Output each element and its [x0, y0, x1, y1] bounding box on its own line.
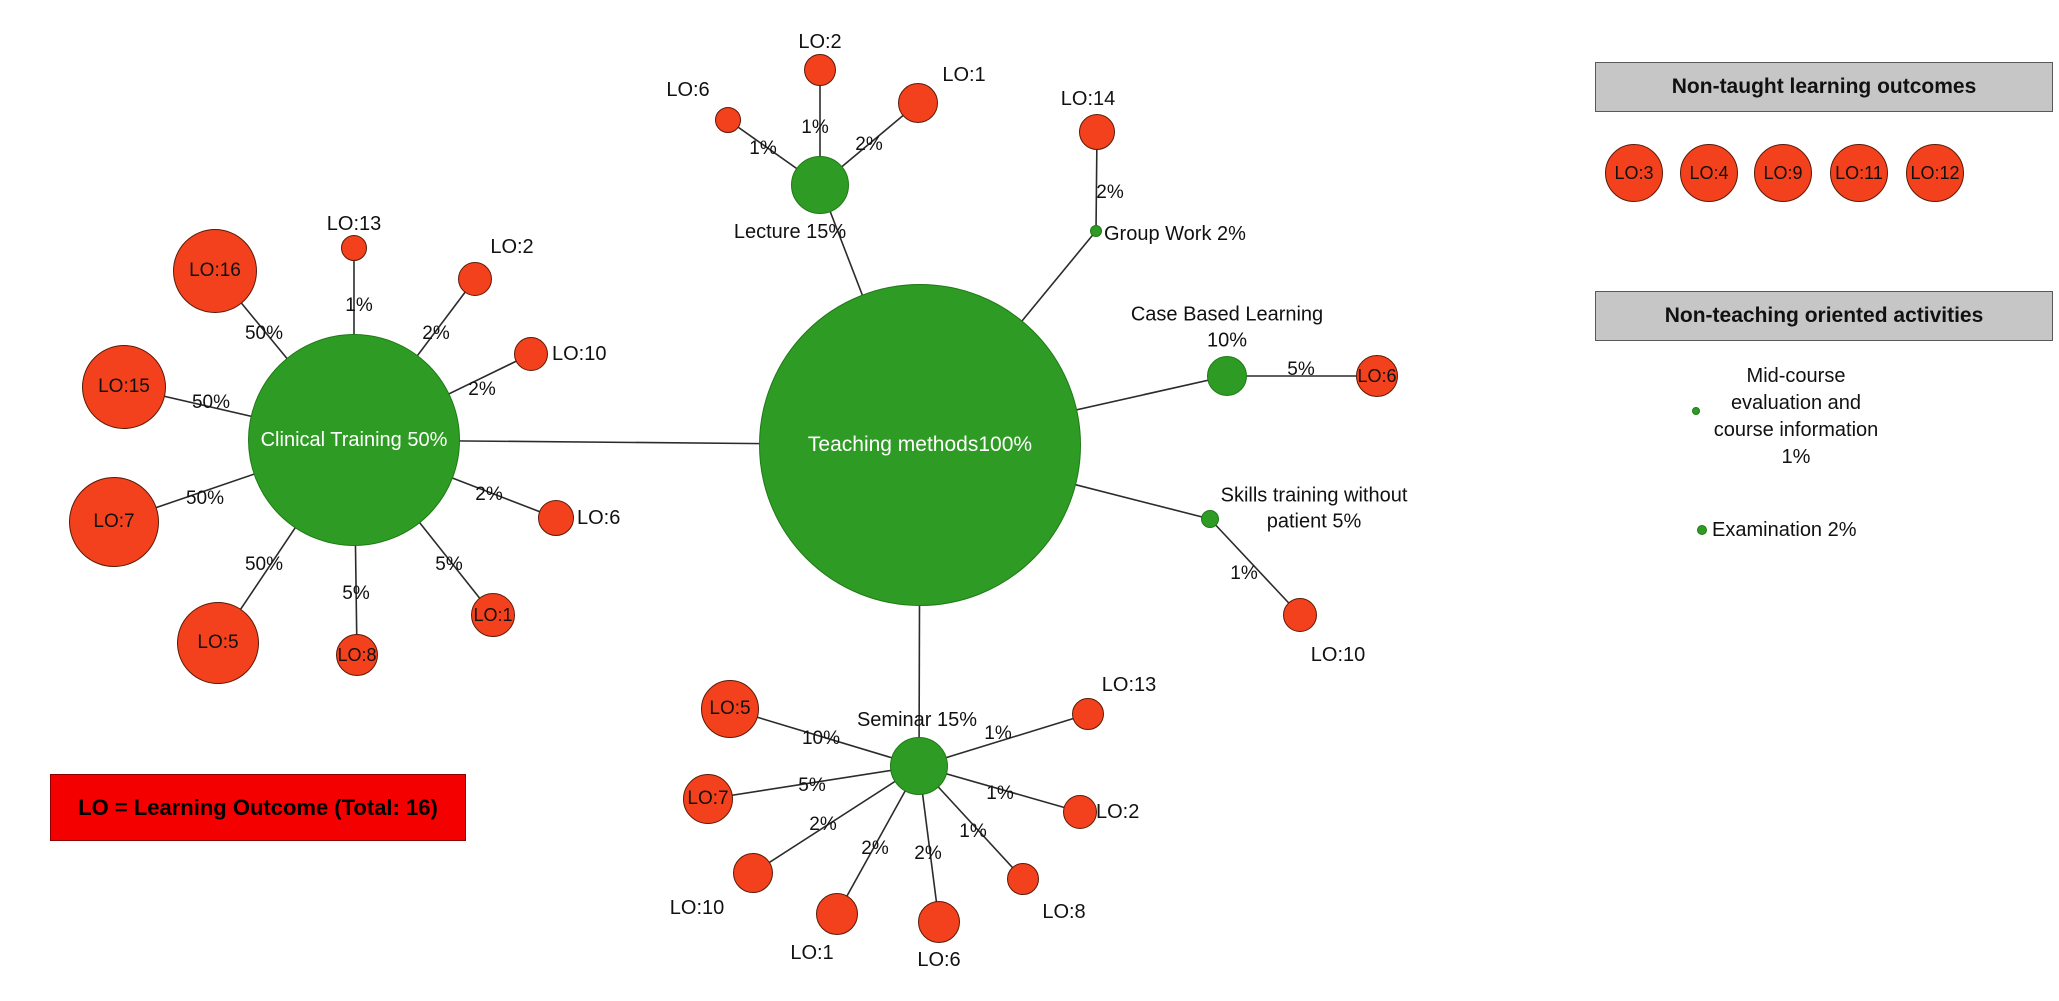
- edge-weight-seminar-m1: 2%: [861, 838, 889, 859]
- method-node-clinical: Clinical Training 50%: [248, 334, 460, 546]
- outcome-node-c8: LO:8: [336, 634, 378, 676]
- node-label-cbl: Case Based Learning 10%: [1130, 303, 1324, 352]
- edge-weight-seminar-m13: 1%: [984, 723, 1012, 744]
- method-node-skills: [1201, 510, 1219, 528]
- outcome-node-l1: [898, 83, 938, 123]
- edge-weight-clinical-c2: 2%: [422, 323, 450, 344]
- node-label-m10: LO:10: [669, 896, 725, 919]
- edge-weight-lecture-l6: 1%: [749, 138, 777, 159]
- outcome-node-m5: LO:5: [701, 680, 759, 738]
- midcourse-line-3: course information: [1713, 419, 1879, 441]
- examination-activity-label: Examination 2%: [1712, 517, 1857, 543]
- edge-weight-clinical-c15: 50%: [191, 392, 231, 413]
- outcome-node-m10: [733, 853, 773, 893]
- midcourse-dot: [1692, 407, 1700, 415]
- edge-weight-clinical-c5: 50%: [244, 554, 284, 575]
- edge-line-skills-s10: [1209, 518, 1301, 616]
- node-label-m6: LO:6: [917, 948, 961, 971]
- legend-box: LO = Learning Outcome (Total: 16): [50, 774, 466, 841]
- outcome-node-c2: [458, 262, 492, 296]
- non-taught-lo-circle: LO:3: [1605, 144, 1663, 202]
- edge-weight-lecture-l2: 1%: [801, 117, 829, 138]
- outcome-node-m13: [1072, 698, 1104, 730]
- node-label-c6: LO:6: [577, 506, 621, 529]
- edge-weight-clinical-c1: 5%: [435, 554, 463, 575]
- edge-weight-clinical-c6: 2%: [475, 484, 503, 505]
- outcome-node-g14: [1079, 114, 1115, 150]
- outcome-node-b6: LO:6: [1356, 355, 1398, 397]
- node-label-m1: LO:1: [790, 941, 834, 964]
- node-label-skills: Skills training without patient 5%: [1220, 484, 1408, 533]
- outcome-node-c1: LO:1: [471, 593, 515, 637]
- node-label-c13: LO:13: [326, 212, 382, 235]
- outcome-node-c6: [538, 500, 574, 536]
- edge-weight-seminar-m7: 5%: [798, 775, 826, 796]
- edge-weight-seminar-m5: 10%: [801, 728, 841, 749]
- non-teaching-header: Non-teaching oriented activities: [1595, 291, 2053, 341]
- outcome-node-m8: [1007, 863, 1039, 895]
- method-node-seminar: [890, 737, 948, 795]
- node-label-groupwork: Group Work 2%: [1104, 222, 1246, 245]
- outcome-node-l2: [804, 54, 836, 86]
- outcome-node-c7: LO:7: [69, 477, 159, 567]
- node-label-l1: LO:1: [942, 63, 986, 86]
- outcome-node-c15: LO:15: [82, 345, 166, 429]
- node-label-s10: LO:10: [1310, 643, 1366, 666]
- node-label-lecture: Lecture 15%: [733, 220, 847, 243]
- edge-weight-groupwork-g14: 2%: [1096, 182, 1124, 203]
- edge-weight-seminar-m2: 1%: [986, 783, 1014, 804]
- edge-weight-clinical-c7: 50%: [185, 488, 225, 509]
- edge-weight-seminar-m8: 1%: [959, 821, 987, 842]
- node-label-m2: LO:2: [1096, 800, 1140, 823]
- midcourse-line-2: evaluation and: [1730, 392, 1862, 414]
- midcourse-percent: 1%: [1781, 446, 1811, 468]
- node-label-c10: LO:10: [552, 342, 607, 365]
- non-taught-lo-circle: LO:12: [1906, 144, 1964, 202]
- edge-weight-seminar-m6: 2%: [914, 843, 942, 864]
- outcome-node-m6: [918, 901, 960, 943]
- edge-weight-seminar-m10: 2%: [809, 814, 837, 835]
- outcome-node-c5: LO:5: [177, 602, 259, 684]
- edge-weight-clinical-c8: 5%: [342, 583, 370, 604]
- examination-label: Examination: [1712, 519, 1823, 541]
- edge-line-seminar-m10: [752, 765, 920, 874]
- node-label-m8: LO:8: [1042, 900, 1086, 923]
- edge-weight-skills-s10: 1%: [1230, 563, 1258, 584]
- edge-weight-lecture-l1: 2%: [855, 134, 883, 155]
- edge-line-seminar-m7: [707, 765, 920, 800]
- outcome-node-m1: [816, 893, 858, 935]
- method-node-groupwork: [1090, 225, 1102, 237]
- edge-weight-clinical-c10: 2%: [468, 379, 496, 400]
- non-taught-lo-circle: LO:9: [1754, 144, 1812, 202]
- node-label-l2: LO:2: [798, 30, 842, 53]
- method-node-lecture: [791, 156, 849, 214]
- method-node-cbl: [1207, 356, 1247, 396]
- examination-dot: [1697, 525, 1707, 535]
- node-label-c2: LO:2: [490, 235, 534, 258]
- node-label-g14: LO:14: [1060, 87, 1116, 110]
- midcourse-line-1: Mid-course: [1746, 365, 1846, 387]
- edge-weight-cbl-b6: 5%: [1287, 359, 1315, 380]
- outcome-node-c10: [514, 337, 548, 371]
- edge-line-seminar-m13: [918, 713, 1089, 767]
- outcome-node-m2: [1063, 795, 1097, 829]
- non-taught-header: Non-taught learning outcomes: [1595, 62, 2053, 112]
- node-label-l6: LO:6: [666, 78, 710, 101]
- outcome-node-s10: [1283, 598, 1317, 632]
- method-node-teaching: Teaching methods 100%: [759, 284, 1081, 606]
- non-taught-lo-circle: LO:11: [1830, 144, 1888, 202]
- outcome-node-m7: LO:7: [683, 774, 733, 824]
- node-label-m13: LO:13: [1101, 673, 1157, 696]
- outcome-node-c13: [341, 235, 367, 261]
- node-label-seminar: Seminar 15%: [856, 708, 978, 731]
- outcome-node-c16: LO:16: [173, 229, 257, 313]
- edge-line-seminar-m5: [729, 708, 920, 767]
- examination-percent: 2%: [1827, 519, 1857, 541]
- edge-weight-clinical-c13: 1%: [345, 295, 373, 316]
- edge-weight-clinical-c16: 50%: [244, 323, 284, 344]
- outcome-node-l6: [715, 107, 741, 133]
- non-taught-lo-circle: LO:4: [1680, 144, 1738, 202]
- midcourse-activity-label: Mid-course evaluation and course informa…: [1676, 363, 1916, 471]
